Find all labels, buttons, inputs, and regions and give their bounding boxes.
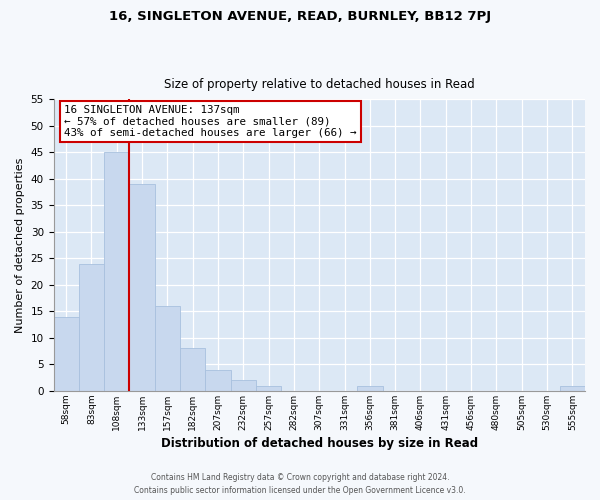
Text: 16 SINGLETON AVENUE: 137sqm
← 57% of detached houses are smaller (89)
43% of sem: 16 SINGLETON AVENUE: 137sqm ← 57% of det… xyxy=(64,105,356,138)
X-axis label: Distribution of detached houses by size in Read: Distribution of detached houses by size … xyxy=(161,437,478,450)
Y-axis label: Number of detached properties: Number of detached properties xyxy=(15,158,25,332)
Bar xyxy=(560,386,585,391)
Bar xyxy=(256,386,281,391)
Bar xyxy=(53,316,79,391)
Bar xyxy=(230,380,256,391)
Bar xyxy=(155,306,180,391)
Bar xyxy=(104,152,130,391)
Text: 16, SINGLETON AVENUE, READ, BURNLEY, BB12 7PJ: 16, SINGLETON AVENUE, READ, BURNLEY, BB1… xyxy=(109,10,491,23)
Bar xyxy=(79,264,104,391)
Title: Size of property relative to detached houses in Read: Size of property relative to detached ho… xyxy=(164,78,475,91)
Bar xyxy=(205,370,230,391)
Bar xyxy=(357,386,383,391)
Text: Contains HM Land Registry data © Crown copyright and database right 2024.
Contai: Contains HM Land Registry data © Crown c… xyxy=(134,474,466,495)
Bar xyxy=(130,184,155,391)
Bar xyxy=(180,348,205,391)
